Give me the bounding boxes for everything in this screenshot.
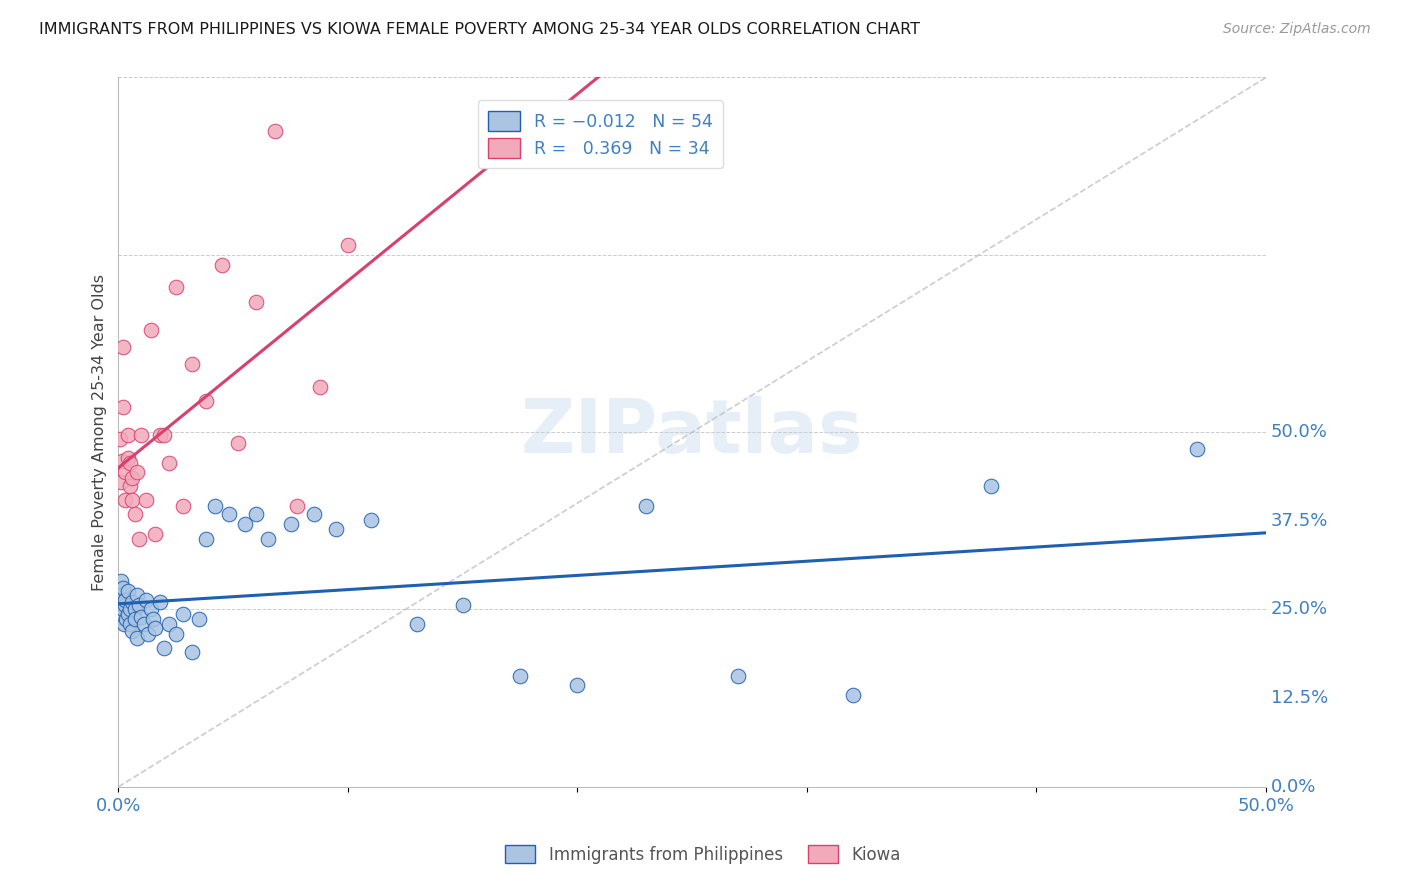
Point	[180, 645, 202, 659]
Point	[110, 574, 132, 588]
Point	[132, 616, 155, 631]
Point	[124, 508, 146, 522]
Point	[135, 592, 157, 607]
Point	[124, 612, 146, 626]
Text: 37.5%: 37.5%	[1271, 512, 1327, 530]
Point	[165, 626, 187, 640]
Point	[509, 669, 531, 683]
Point	[118, 616, 141, 631]
Point	[111, 453, 134, 467]
Point	[117, 607, 139, 621]
Point	[980, 479, 1002, 493]
Point	[336, 238, 359, 252]
Point	[112, 616, 135, 631]
Point	[218, 508, 240, 522]
Point	[125, 588, 148, 602]
Point	[157, 616, 180, 631]
Point	[325, 522, 347, 536]
Point	[121, 470, 143, 484]
Point	[451, 599, 474, 613]
Point	[153, 428, 176, 442]
Point	[360, 513, 382, 527]
Text: 12.5%: 12.5%	[1271, 690, 1327, 707]
Point	[263, 124, 285, 138]
Point	[118, 602, 141, 616]
Point	[280, 517, 302, 532]
Point	[114, 592, 136, 607]
Point	[172, 607, 194, 621]
Y-axis label: Female Poverty Among 25-34 Year Olds: Female Poverty Among 25-34 Year Olds	[93, 274, 107, 591]
Point	[211, 258, 233, 272]
Point	[118, 456, 141, 470]
Point	[204, 499, 226, 513]
Point	[111, 588, 134, 602]
Point	[727, 669, 749, 683]
Point	[108, 432, 131, 446]
Point	[567, 678, 589, 692]
Point	[1185, 442, 1208, 457]
Point	[256, 532, 278, 546]
Point	[143, 527, 166, 541]
Point	[125, 631, 148, 645]
Point	[142, 612, 165, 626]
Point	[121, 595, 143, 609]
Point	[287, 499, 309, 513]
Point	[194, 532, 217, 546]
Legend: Immigrants from Philippines, Kiowa: Immigrants from Philippines, Kiowa	[499, 838, 907, 871]
Point	[125, 465, 148, 479]
Point	[110, 475, 132, 489]
Point	[121, 624, 143, 638]
Point	[114, 465, 136, 479]
Text: ZIPatlas: ZIPatlas	[520, 396, 863, 468]
Point	[302, 508, 325, 522]
Point	[636, 499, 658, 513]
Point	[187, 612, 209, 626]
Point	[110, 609, 132, 624]
Point	[114, 493, 136, 508]
Point	[139, 323, 162, 337]
Point	[405, 616, 427, 631]
Text: 25.0%: 25.0%	[1271, 600, 1327, 618]
Point	[121, 493, 143, 508]
Point	[153, 640, 176, 655]
Point	[114, 599, 136, 613]
Text: 50.0%: 50.0%	[1271, 423, 1327, 442]
Point	[112, 340, 135, 354]
Point	[128, 532, 150, 546]
Point	[110, 595, 132, 609]
Point	[118, 479, 141, 493]
Text: 0.0%: 0.0%	[1271, 778, 1316, 796]
Text: Source: ZipAtlas.com: Source: ZipAtlas.com	[1223, 22, 1371, 37]
Point	[136, 626, 159, 640]
Point	[131, 609, 153, 624]
Point	[128, 599, 150, 613]
Point	[112, 400, 135, 414]
Point	[117, 450, 139, 465]
Point	[149, 595, 172, 609]
Point	[842, 688, 865, 702]
Point	[194, 393, 217, 408]
Point	[226, 436, 249, 450]
Point	[115, 612, 138, 626]
Point	[117, 584, 139, 599]
Point	[180, 357, 202, 371]
Point	[149, 428, 172, 442]
Point	[139, 602, 162, 616]
Point	[117, 428, 139, 442]
Point	[124, 602, 146, 616]
Point	[112, 602, 135, 616]
Legend: R = −0.012   N = 54, R =   0.369   N = 34: R = −0.012 N = 54, R = 0.369 N = 34	[478, 100, 723, 169]
Point	[157, 456, 180, 470]
Point	[309, 380, 332, 394]
Point	[131, 428, 153, 442]
Point	[112, 581, 135, 595]
Point	[233, 517, 256, 532]
Point	[172, 499, 194, 513]
Point	[135, 493, 157, 508]
Point	[165, 280, 187, 294]
Text: IMMIGRANTS FROM PHILIPPINES VS KIOWA FEMALE POVERTY AMONG 25-34 YEAR OLDS CORREL: IMMIGRANTS FROM PHILIPPINES VS KIOWA FEM…	[39, 22, 921, 37]
Point	[143, 621, 166, 635]
Point	[245, 508, 267, 522]
Point	[245, 294, 267, 309]
